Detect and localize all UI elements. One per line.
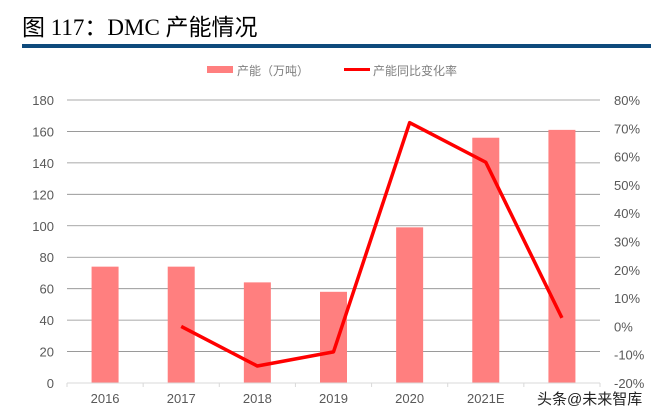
y-right-tick-label: 0% [614, 319, 633, 334]
y-right-tick-label: -20% [614, 376, 645, 391]
y-right-tick-label: 30% [614, 235, 640, 250]
y-left-tick-label: 60 [40, 282, 54, 297]
y-left-tick-label: 100 [32, 219, 54, 234]
legend-line-label: 产能同比变化率 [373, 63, 457, 78]
bar-2021E [472, 137, 500, 383]
y-left-tick-label: 140 [32, 156, 54, 171]
x-tick-label: 2019 [319, 391, 348, 406]
y-right-tick-label: 10% [614, 291, 640, 306]
y-right-tick-label: 40% [614, 206, 640, 221]
bar-2019 [320, 291, 347, 383]
legend-line-swatch [344, 68, 370, 71]
bar-2018 [243, 282, 271, 383]
y-right-tick-label: 80% [614, 93, 640, 108]
bar-2016 [91, 266, 119, 383]
x-tick-label: 2020 [395, 391, 424, 406]
y-left-tick-label: 20 [40, 345, 54, 360]
y-right-tick-label: -10% [614, 348, 645, 363]
x-tick-label: 2018 [243, 391, 272, 406]
legend-bar-swatch [207, 66, 233, 73]
bar-2020 [396, 227, 424, 383]
watermark: 头条@未来智库 [537, 390, 642, 408]
y-left-tick-label: 120 [32, 187, 54, 202]
legend: 产能（万吨） 产能同比变化率 [207, 63, 457, 78]
growth-rate-line [180, 120, 564, 368]
bar-2017 [167, 266, 195, 383]
y-left-tick-label: 160 [32, 124, 54, 139]
x-tick-label: 2016 [91, 391, 120, 406]
y-left-tick-label: 80 [40, 250, 54, 265]
figure-title: 图 117：DMC 产能情况 [22, 15, 258, 40]
y-right-tick-label: 20% [614, 263, 640, 278]
legend-bar-label: 产能（万吨） [237, 64, 309, 78]
x-tick-label: 2021E [467, 391, 505, 406]
y-right-tick-label: 60% [614, 150, 640, 165]
y-left-tick-label: 0 [47, 376, 54, 391]
y-right-tick-label: 70% [614, 121, 640, 136]
title-rule [22, 44, 651, 48]
y-right-tick-label: 50% [614, 178, 640, 193]
bar-last [548, 129, 576, 383]
x-tick-label: 2017 [167, 391, 196, 406]
y-left-tick-label: 180 [32, 93, 54, 108]
y-left-tick-label: 40 [40, 313, 54, 328]
